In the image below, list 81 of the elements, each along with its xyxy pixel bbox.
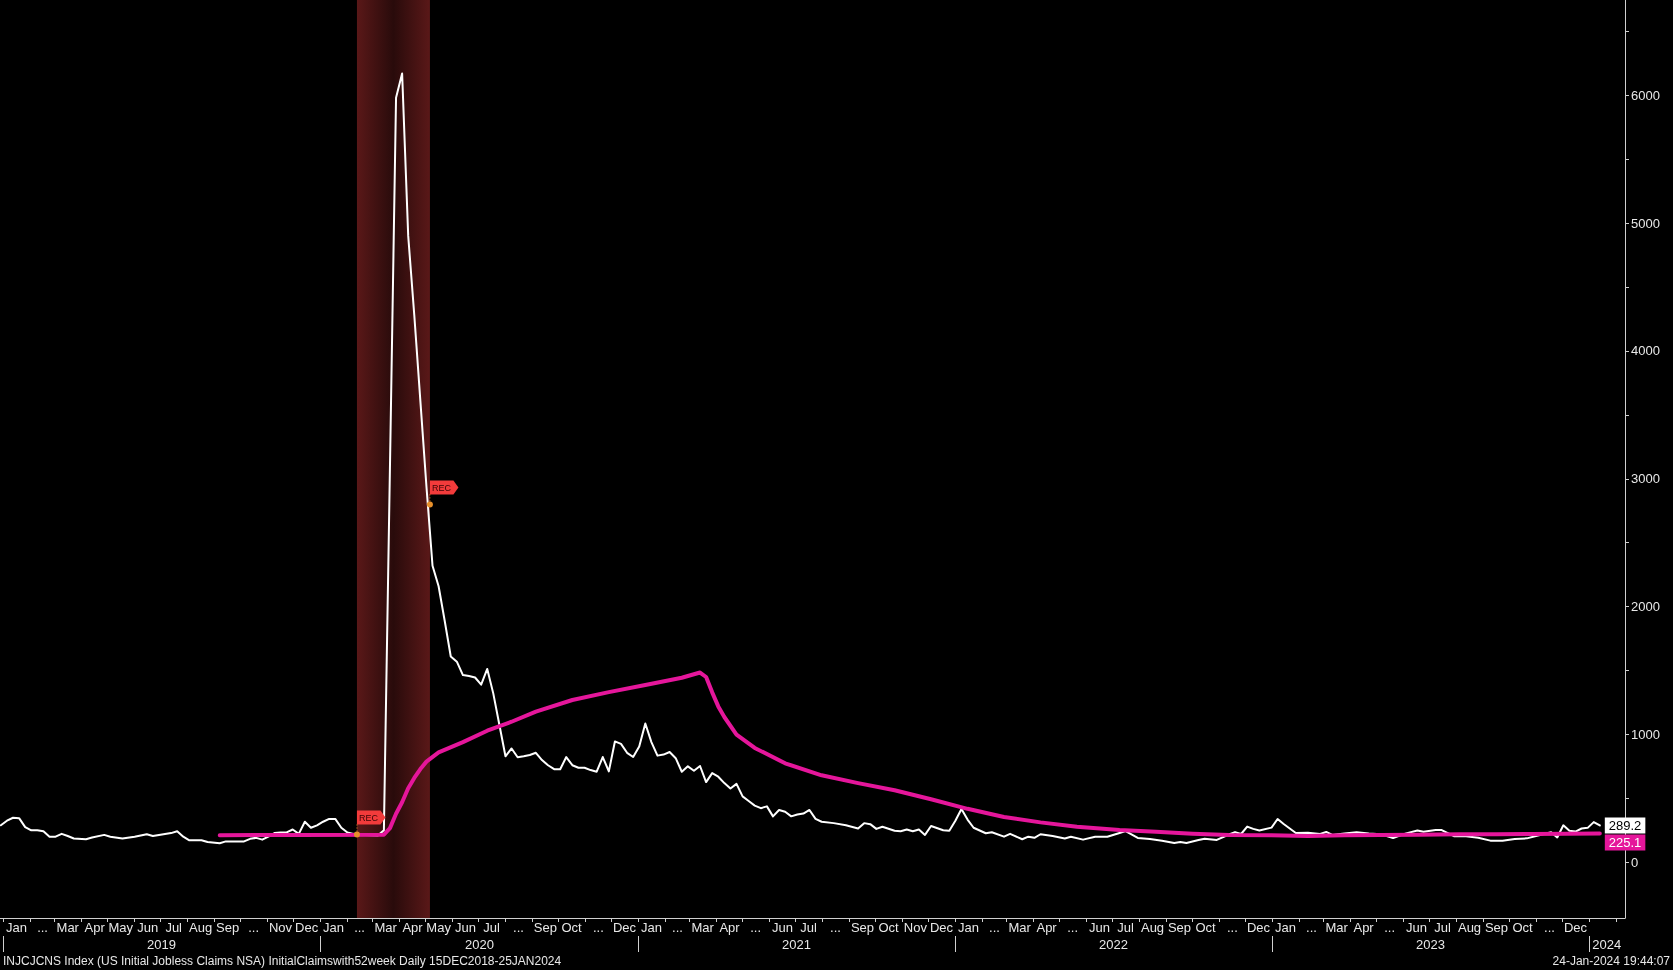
x-tick-label: Jun	[1089, 920, 1111, 935]
x2-tick-label: 2022	[1098, 937, 1128, 952]
x-tick-label: Sep	[1484, 920, 1509, 935]
x-tick-label: Mar	[56, 920, 80, 935]
x-tick-label: Apr	[1353, 920, 1375, 935]
x2-tick-label: 2019	[147, 937, 177, 952]
x-tick-label: Jun	[1406, 920, 1428, 935]
x-tick-label: Mar	[1325, 920, 1349, 935]
x-tick-label: Dec	[612, 920, 637, 935]
x-tick-label: ...	[513, 920, 524, 935]
x-tick-label: Oct	[561, 920, 582, 935]
y-tick-label: 0	[1631, 854, 1639, 870]
x-tick-label: Dec	[929, 920, 954, 935]
text: INJCJCNS Index (US Initial Jobless Claims NSA) InitialClaimswith52week Daily 15DEC2018-25JAN2024	[3, 954, 562, 968]
x-tick-label: ...	[1067, 920, 1079, 935]
x-tick-label: Dec	[295, 920, 319, 935]
x-tick-label: ...	[592, 920, 604, 935]
x-tick-label: ...	[1227, 920, 1238, 935]
x-tick-label: Jan	[6, 920, 27, 935]
annotation: REC	[431, 482, 452, 493]
x2-tick-label: 2023	[1415, 937, 1445, 952]
y-tick-label: 1000	[1631, 727, 1660, 743]
x-tick-label: Aug	[189, 920, 213, 935]
x-tick-label: Dec	[1246, 920, 1271, 935]
x-tick-label: Nov	[903, 920, 928, 935]
y-tick-label: 3000	[1631, 471, 1660, 487]
x-tick-label: ...	[37, 920, 48, 935]
x-tick-label: Oct	[1512, 920, 1534, 935]
x2-tick-label: 2024	[1592, 937, 1622, 952]
x-tick-label: Mar	[691, 920, 715, 935]
x-tick-label: Nov	[268, 920, 293, 935]
x-tick-label: Jan	[323, 920, 344, 935]
x-tick-label: Jun	[137, 920, 159, 935]
x-tick-label: ...	[248, 920, 260, 935]
x-tick-label: Mar	[1008, 920, 1032, 935]
x-tick-label: ...	[354, 920, 365, 935]
x-tick-label: ...	[1544, 920, 1555, 935]
x-tick-label: Apr	[1036, 920, 1058, 935]
x-tick-label: Jan	[640, 920, 662, 935]
x-tick-label: Jan	[1274, 920, 1296, 935]
x-tick-label: Aug	[1140, 920, 1165, 935]
x-tick-label: ...	[989, 920, 1000, 935]
x-tick-label: Apr	[402, 920, 424, 935]
x-tick-label: Jul	[800, 920, 818, 935]
annotation: REC	[358, 812, 379, 823]
data-label: 289.2	[1608, 817, 1642, 833]
y-tick-label: 4000	[1631, 343, 1660, 359]
x-tick-label: May	[108, 920, 134, 935]
y-tick-label: 5000	[1631, 215, 1660, 231]
x-tick-label: ...	[830, 920, 841, 935]
x-tick-label: ...	[672, 920, 683, 935]
x-tick-label: Apr	[84, 920, 106, 935]
x-tick-label: Sep	[850, 920, 875, 935]
x-tick-label: Jul	[483, 920, 500, 935]
x-tick-label: ...	[1384, 920, 1396, 935]
x-tick-label: Sep	[1167, 920, 1192, 935]
x-tick-label: Aug	[1457, 920, 1482, 935]
x-tick-label: May	[426, 920, 452, 935]
x-tick-label: Jun	[455, 920, 477, 935]
x-tick-label: Sep	[533, 920, 557, 935]
x-tick-label: Jul	[165, 920, 183, 935]
y-tick-label: 6000	[1631, 87, 1660, 103]
x-tick-label: Jan	[957, 920, 979, 935]
x-tick-label: Dec	[1563, 920, 1588, 935]
x-tick-label: Oct	[1195, 920, 1216, 935]
x-tick-label: Jul	[1117, 920, 1135, 935]
x-tick-label: Oct	[878, 920, 899, 935]
x-tick-label: Sep	[215, 920, 240, 935]
x-tick-label: Apr	[719, 920, 741, 935]
x2-tick-label: 2020	[464, 937, 494, 952]
x-tick-label: ...	[1306, 920, 1317, 935]
text: 24-Jan-2024 19:44:07	[1552, 954, 1670, 968]
line-series	[0, 72, 1601, 845]
data-label: 225.1	[1608, 834, 1642, 850]
x-tick-label: Jul	[1434, 920, 1452, 935]
x2-tick-label: 2021	[781, 937, 811, 952]
x-tick-label: ...	[750, 920, 762, 935]
line-series	[217, 670, 1602, 839]
y-tick-label: 2000	[1631, 599, 1660, 615]
x-tick-label: Mar	[374, 920, 398, 935]
x-tick-label: Jun	[772, 920, 794, 935]
